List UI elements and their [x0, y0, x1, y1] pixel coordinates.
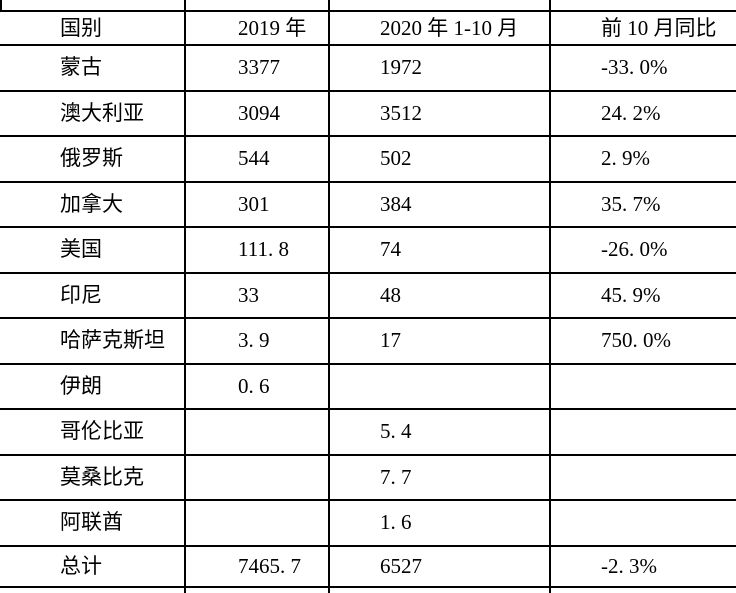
- country-cell: 美国: [60, 237, 102, 262]
- column-header-2019: 2019 年: [238, 15, 307, 40]
- country-cell: 澳大利亚: [60, 100, 144, 125]
- yoy-cell: [549, 456, 736, 500]
- table-row-indonesia: 印尼 33 48 45. 9%: [0, 274, 736, 319]
- country-cell: 总计: [60, 553, 102, 578]
- country-cell: 加拿大: [60, 191, 123, 216]
- yoy-cell: [549, 365, 736, 409]
- column-header-country: 国别: [60, 15, 102, 40]
- y2019-cell: 0. 6: [238, 373, 270, 398]
- country-cell: 伊朗: [60, 373, 102, 398]
- y2019-cell: 111. 8: [238, 237, 289, 262]
- table-row-usa: 美国 111. 8 74 -26. 0%: [0, 228, 736, 274]
- left-border-tick: [0, 0, 2, 11]
- country-cell: 阿联酋: [60, 510, 123, 535]
- y2020-cell: 6527: [380, 553, 422, 578]
- y2020-cell: 3512: [380, 100, 422, 125]
- column-header-2020-jan-oct: 2020 年 1-10 月: [380, 15, 519, 40]
- yoy-cell: 750. 0%: [601, 328, 671, 353]
- table-row-uae: 阿联酋 1. 6: [0, 501, 736, 547]
- y2019-cell: 33: [238, 282, 259, 307]
- y2020-cell: 48: [380, 282, 401, 307]
- yoy-cell: [549, 501, 736, 545]
- y2019-cell: [184, 501, 328, 545]
- yoy-cell: 45. 9%: [601, 282, 661, 307]
- table-row-canada: 加拿大 301 384 35. 7%: [0, 183, 736, 228]
- table-row-mongolia: 蒙古 3377 1972 -33. 0%: [0, 46, 736, 92]
- country-cell: 印尼: [60, 282, 102, 307]
- yoy-cell: -33. 0%: [601, 55, 668, 80]
- y2019-cell: 544: [238, 146, 270, 171]
- y2020-cell: 17: [380, 328, 401, 353]
- y2019-cell: 3377: [238, 55, 280, 80]
- yoy-cell: [549, 410, 736, 454]
- y2019-cell: 301: [238, 191, 270, 216]
- y2020-cell: [328, 365, 549, 409]
- yoy-cell: 24. 2%: [601, 100, 661, 125]
- column-divider-2: [328, 0, 330, 593]
- yoy-cell: -26. 0%: [601, 237, 668, 262]
- country-coal-import-table: 国别 2019 年 2020 年 1-10 月 前 10 月同比 蒙古 3377…: [0, 10, 736, 588]
- table-row-iran: 伊朗 0. 6: [0, 365, 736, 410]
- country-cell: 莫桑比克: [60, 464, 144, 489]
- yoy-cell: -2. 3%: [601, 553, 657, 578]
- table-row-kazakhstan: 哈萨克斯坦 3. 9 17 750. 0%: [0, 319, 736, 365]
- y2020-cell: 1. 6: [380, 510, 412, 535]
- country-cell: 蒙古: [60, 55, 102, 80]
- yoy-cell: 35. 7%: [601, 191, 661, 216]
- table-row-australia: 澳大利亚 3094 3512 24. 2%: [0, 92, 736, 137]
- country-cell: 哥伦比亚: [60, 419, 144, 444]
- y2019-cell: 3094: [238, 100, 280, 125]
- y2020-cell: 7. 7: [380, 464, 412, 489]
- y2019-cell: 7465. 7: [238, 553, 301, 578]
- column-divider-3: [549, 0, 551, 593]
- y2019-cell: [184, 456, 328, 500]
- table-row-colombia: 哥伦比亚 5. 4: [0, 410, 736, 456]
- yoy-cell: 2. 9%: [601, 146, 650, 171]
- y2020-cell: 1972: [380, 55, 422, 80]
- country-cell: 俄罗斯: [60, 146, 123, 171]
- y2020-cell: 384: [380, 191, 412, 216]
- column-header-first10m-yoy: 前 10 月同比: [601, 15, 717, 40]
- y2020-cell: 74: [380, 237, 401, 262]
- table-row-russia: 俄罗斯 544 502 2. 9%: [0, 137, 736, 183]
- y2020-cell: 5. 4: [380, 419, 412, 444]
- column-divider-1: [184, 0, 186, 593]
- country-cell: 哈萨克斯坦: [60, 328, 165, 353]
- y2019-cell: [184, 410, 328, 454]
- table-row-total: 总计 7465. 7 6527 -2. 3%: [0, 547, 736, 588]
- y2019-cell: 3. 9: [238, 328, 270, 353]
- table-header-row: 国别 2019 年 2020 年 1-10 月 前 10 月同比: [0, 12, 736, 46]
- y2020-cell: 502: [380, 146, 412, 171]
- table-row-mozambique: 莫桑比克 7. 7: [0, 456, 736, 501]
